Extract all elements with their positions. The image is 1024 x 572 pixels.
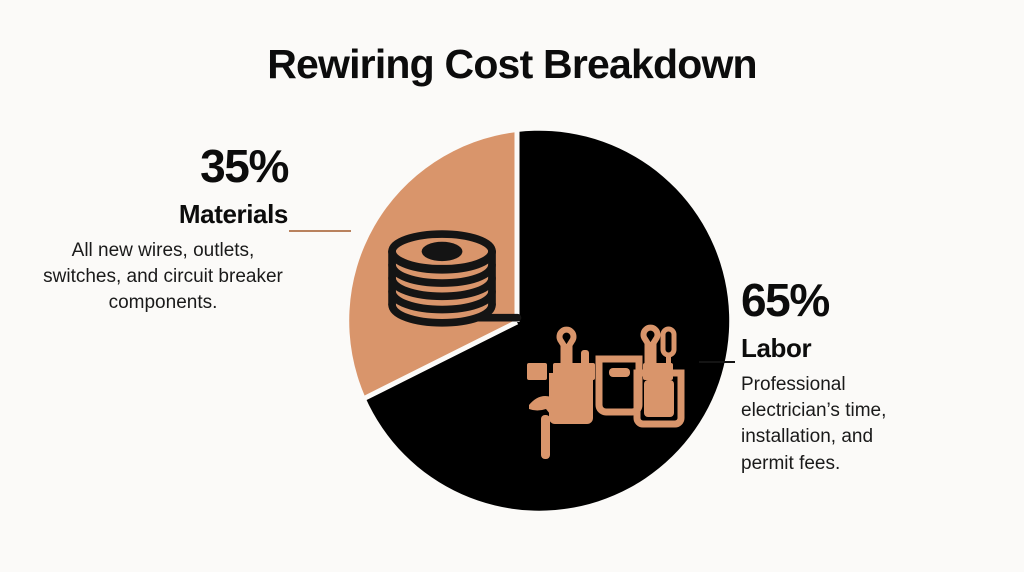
pie-chart [327,130,730,512]
tool-belt-icon [527,324,685,459]
materials-category-label: Materials [178,199,289,229]
pie-slice-materials[interactable] [349,132,517,398]
callout-materials: 35% Materials All new wires, outlets, sw… [38,140,289,317]
page-title: Rewiring Cost Breakdown [267,41,757,87]
materials-percentage: 35% [200,140,289,192]
labor-description: Professional electrician’s time, install… [741,373,887,474]
callout-labor: 65% Labor Professional electrician’s tim… [741,277,971,477]
materials-description: All new wires, outlets, switches, and ci… [43,239,283,314]
slice-divider-lower-left [363,319,519,401]
callout-connector-materials [289,230,351,232]
pie-chart-svg [349,130,730,511]
labor-category-label: Labor [741,333,812,363]
callout-connector-labor [699,361,735,363]
labor-percentage: 65% [741,274,830,326]
wire-spool-icon [388,230,522,327]
